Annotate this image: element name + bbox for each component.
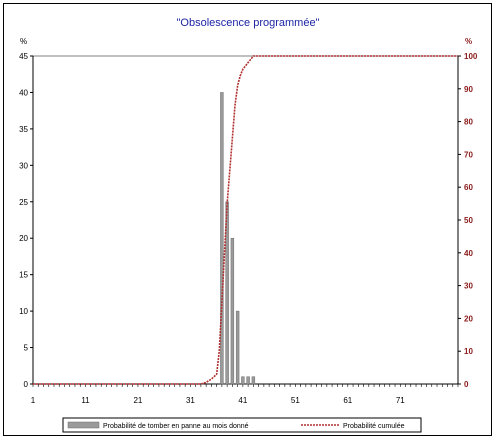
cumulative-line [33, 55, 458, 385]
x-tick-label: 11 [81, 396, 90, 405]
right-axis-unit: % [465, 37, 472, 46]
right-tick-label: 40 [464, 249, 473, 258]
bar [251, 376, 256, 385]
tick-labels: 0 5 10 15 20 25 30 35 40 45 0 10 20 30 40 50 60 70 80 90 100… [19, 52, 478, 405]
right-tick-label: 60 [464, 183, 473, 192]
x-tick-label: 71 [396, 396, 405, 405]
left-tick-label: 0 [24, 380, 29, 389]
legend-bar-swatch [67, 421, 100, 429]
plot-area [32, 55, 459, 385]
left-tick-label: 20 [19, 234, 28, 243]
left-tick-label: 30 [19, 161, 28, 170]
bar [235, 310, 240, 385]
right-tick-label: 50 [464, 216, 473, 225]
plot-background [32, 55, 459, 385]
bar [225, 201, 229, 385]
bar [246, 376, 250, 385]
right-tick-label: 100 [464, 52, 478, 61]
line-series [33, 55, 458, 385]
x-tick-label: 31 [186, 396, 195, 405]
left-axis-unit: % [20, 37, 27, 46]
right-tick-label: 80 [464, 118, 473, 127]
right-tick-label: 30 [464, 282, 473, 291]
legend-bar-label: Probabilité de tomber en panne au mois d… [103, 423, 249, 430]
bar [220, 92, 224, 385]
left-tick-label: 35 [19, 125, 28, 134]
right-tick-label: 0 [464, 380, 469, 389]
right-tick-label: 90 [464, 85, 473, 94]
left-tick-label: 45 [19, 52, 28, 61]
chart-title: "Obsolescence programmée" [177, 17, 320, 29]
legend: Probabilité de tomber en panne au mois d… [62, 417, 422, 433]
bar [241, 376, 245, 385]
left-tick-label: 10 [19, 307, 28, 316]
x-tick-label: 21 [133, 396, 142, 405]
legend-box [62, 417, 422, 433]
x-tick-label: 1 [31, 396, 36, 405]
left-tick-label: 40 [19, 88, 28, 97]
left-tick-label: 15 [19, 271, 28, 280]
x-tick-label: 61 [343, 396, 352, 405]
x-tick-label: 41 [238, 396, 247, 405]
left-tick-label: 5 [24, 344, 29, 353]
x-tick-label: 51 [291, 396, 300, 405]
left-tick-label: 25 [19, 198, 28, 207]
legend-line-label: Probabilité cumulée [343, 423, 405, 430]
right-tick-label: 20 [464, 314, 473, 323]
bar [230, 237, 235, 385]
right-tick-label: 10 [464, 347, 473, 356]
right-tick-label: 70 [464, 150, 473, 159]
bar-series [220, 92, 256, 385]
